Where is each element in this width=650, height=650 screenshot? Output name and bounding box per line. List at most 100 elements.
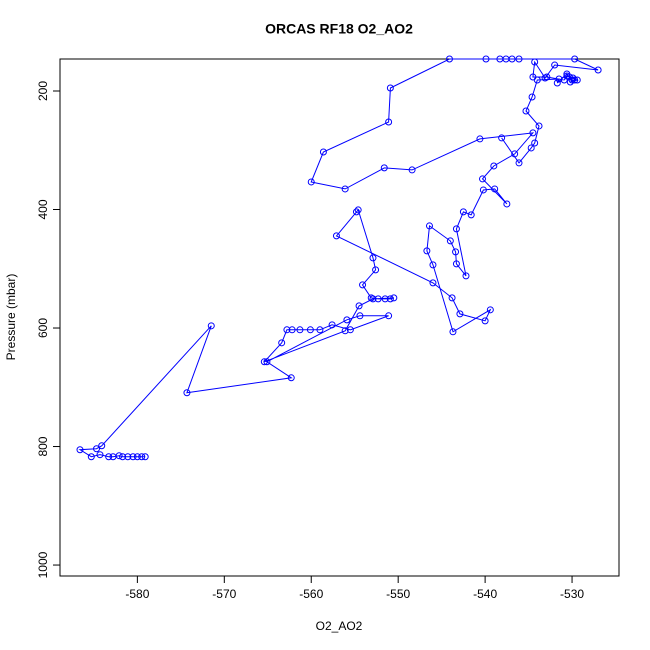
- data-point: [260, 358, 268, 366]
- data-point: [380, 164, 388, 172]
- data-point: [529, 129, 537, 137]
- data-point: [535, 122, 543, 130]
- data-point: [527, 144, 535, 152]
- data-point: [571, 76, 579, 84]
- y-tick-label: 400: [36, 199, 50, 219]
- data-point: [452, 225, 460, 233]
- data-point: [543, 73, 551, 81]
- data-point: [452, 248, 460, 256]
- y-tick-label: 1000: [36, 551, 50, 578]
- data-point: [479, 186, 487, 194]
- data-point: [109, 453, 117, 461]
- data-point: [385, 312, 393, 320]
- data-point: [486, 306, 494, 314]
- data-point: [87, 453, 95, 461]
- data-point: [328, 321, 336, 329]
- data-point: [533, 76, 541, 84]
- data-point: [498, 134, 506, 142]
- data-point: [566, 78, 574, 86]
- data-point: [316, 326, 324, 334]
- data-point: [555, 75, 563, 83]
- x-tick-label: -560: [299, 587, 323, 601]
- data-point: [98, 442, 106, 450]
- data-point: [408, 166, 416, 174]
- data-point: [354, 206, 362, 214]
- data-point: [287, 374, 295, 382]
- data-point: [425, 222, 433, 230]
- data-point: [141, 453, 149, 461]
- x-tick-label: -580: [125, 587, 149, 601]
- data-point: [105, 453, 113, 461]
- data-point: [129, 453, 137, 461]
- data-point: [571, 55, 579, 63]
- data-point: [456, 310, 464, 318]
- data-point: [386, 84, 394, 92]
- data-point: [381, 295, 389, 303]
- x-axis-label: O2_AO2: [316, 619, 363, 633]
- data-point: [515, 55, 523, 63]
- x-tick-label: -570: [212, 587, 236, 601]
- y-tick-label: 800: [36, 436, 50, 456]
- data-point: [531, 139, 539, 147]
- data-point: [296, 326, 304, 334]
- data-point: [343, 316, 351, 324]
- data-point: [448, 294, 456, 302]
- y-tick-label: 200: [36, 81, 50, 101]
- chart-title: ORCAS RF18 O2_AO2: [265, 21, 413, 37]
- data-point: [573, 76, 581, 84]
- data-point: [490, 162, 498, 170]
- data-point: [503, 200, 511, 208]
- data-point: [119, 453, 127, 461]
- data-point: [515, 159, 523, 167]
- data-point: [288, 326, 296, 334]
- data-point: [263, 358, 271, 366]
- data-point: [374, 295, 382, 303]
- data-point: [307, 178, 315, 186]
- data-point: [332, 232, 340, 240]
- data-point: [459, 208, 467, 216]
- data-point: [476, 135, 484, 143]
- data-point: [359, 281, 367, 289]
- data-point: [278, 339, 286, 347]
- data-point: [491, 185, 499, 193]
- data-point: [563, 70, 571, 78]
- data-point: [423, 247, 431, 255]
- data-point: [369, 254, 377, 262]
- data-point: [452, 260, 460, 268]
- data-point: [341, 185, 349, 193]
- data-point: [482, 55, 490, 63]
- data-point: [355, 302, 363, 310]
- data-point: [76, 446, 84, 454]
- data-point: [429, 261, 437, 269]
- data-point: [93, 445, 101, 453]
- data-point: [306, 326, 314, 334]
- data-point: [96, 451, 104, 459]
- data-point: [531, 58, 539, 66]
- y-tick-label: 600: [36, 318, 50, 338]
- x-tick-label: -540: [473, 587, 497, 601]
- data-point: [386, 295, 394, 303]
- data-point: [594, 66, 602, 74]
- data-point: [429, 279, 437, 287]
- data-point: [390, 294, 398, 302]
- data-point: [553, 79, 561, 87]
- data-point: [352, 208, 360, 216]
- data-point: [551, 61, 559, 69]
- data-point: [385, 118, 393, 126]
- data-point: [207, 322, 215, 330]
- data-point: [568, 76, 576, 84]
- data-point: [133, 453, 141, 461]
- y-axis-label: Pressure (mbar): [4, 274, 18, 361]
- data-point: [367, 294, 375, 302]
- data-point: [124, 453, 132, 461]
- data-point: [369, 295, 377, 303]
- data-point: [508, 55, 516, 63]
- data-point: [283, 326, 291, 334]
- data-point: [319, 148, 327, 156]
- data-point: [341, 327, 349, 335]
- data-point: [445, 55, 453, 63]
- data-line: [78, 58, 599, 458]
- data-point: [528, 93, 536, 101]
- data-point: [449, 328, 457, 336]
